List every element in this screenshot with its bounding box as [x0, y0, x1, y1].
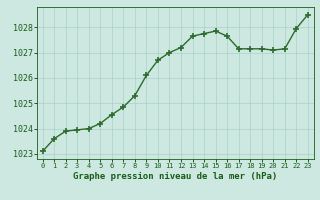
X-axis label: Graphe pression niveau de la mer (hPa): Graphe pression niveau de la mer (hPa) — [73, 172, 277, 181]
